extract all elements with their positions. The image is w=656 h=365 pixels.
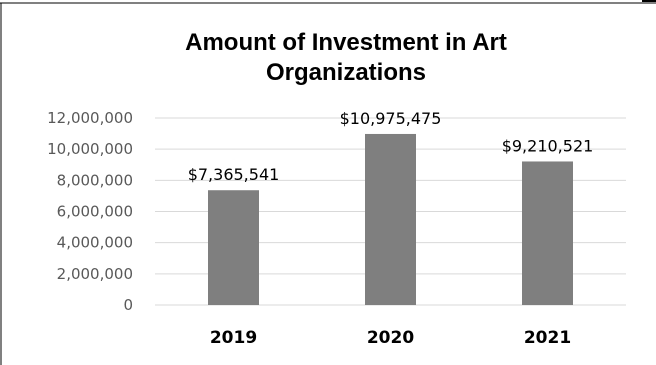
y-tick-label: 12,000,000 [47,109,133,127]
chart-title-line-1: Amount of Investment in Art [185,29,507,56]
x-axis-ticks: 2019 2020 2021 [210,328,571,348]
y-tick-label: 8,000,000 [57,171,133,189]
bars [208,133,573,305]
chart-title-line-2: Organizations [266,59,426,86]
x-tick-label-2021: 2021 [524,328,571,348]
data-labels: $7,365,541 $10,975,475 $9,210,521 [188,109,594,184]
y-tick-label: 6,000,000 [57,203,133,221]
y-tick-label: 0 [123,296,133,314]
data-label-2021: $9,210,521 [502,136,594,155]
data-label-2020: $10,975,475 [340,109,442,128]
x-tick-label-2020: 2020 [367,328,414,348]
bar-2020 [365,133,416,305]
bar-2019 [208,190,259,305]
bar-2021 [522,161,573,305]
y-tick-label: 10,000,000 [47,140,133,158]
y-axis-ticks: 0 2,000,000 4,000,000 6,000,000 8,000,000 10,… [47,109,133,314]
data-label-2019: $7,365,541 [188,165,280,184]
y-tick-label: 2,000,000 [57,265,133,283]
x-tick-label-2019: 2019 [210,328,257,348]
chart-title: Amount of Investment in Art Organization… [185,29,507,86]
y-tick-label: 4,000,000 [57,234,133,252]
